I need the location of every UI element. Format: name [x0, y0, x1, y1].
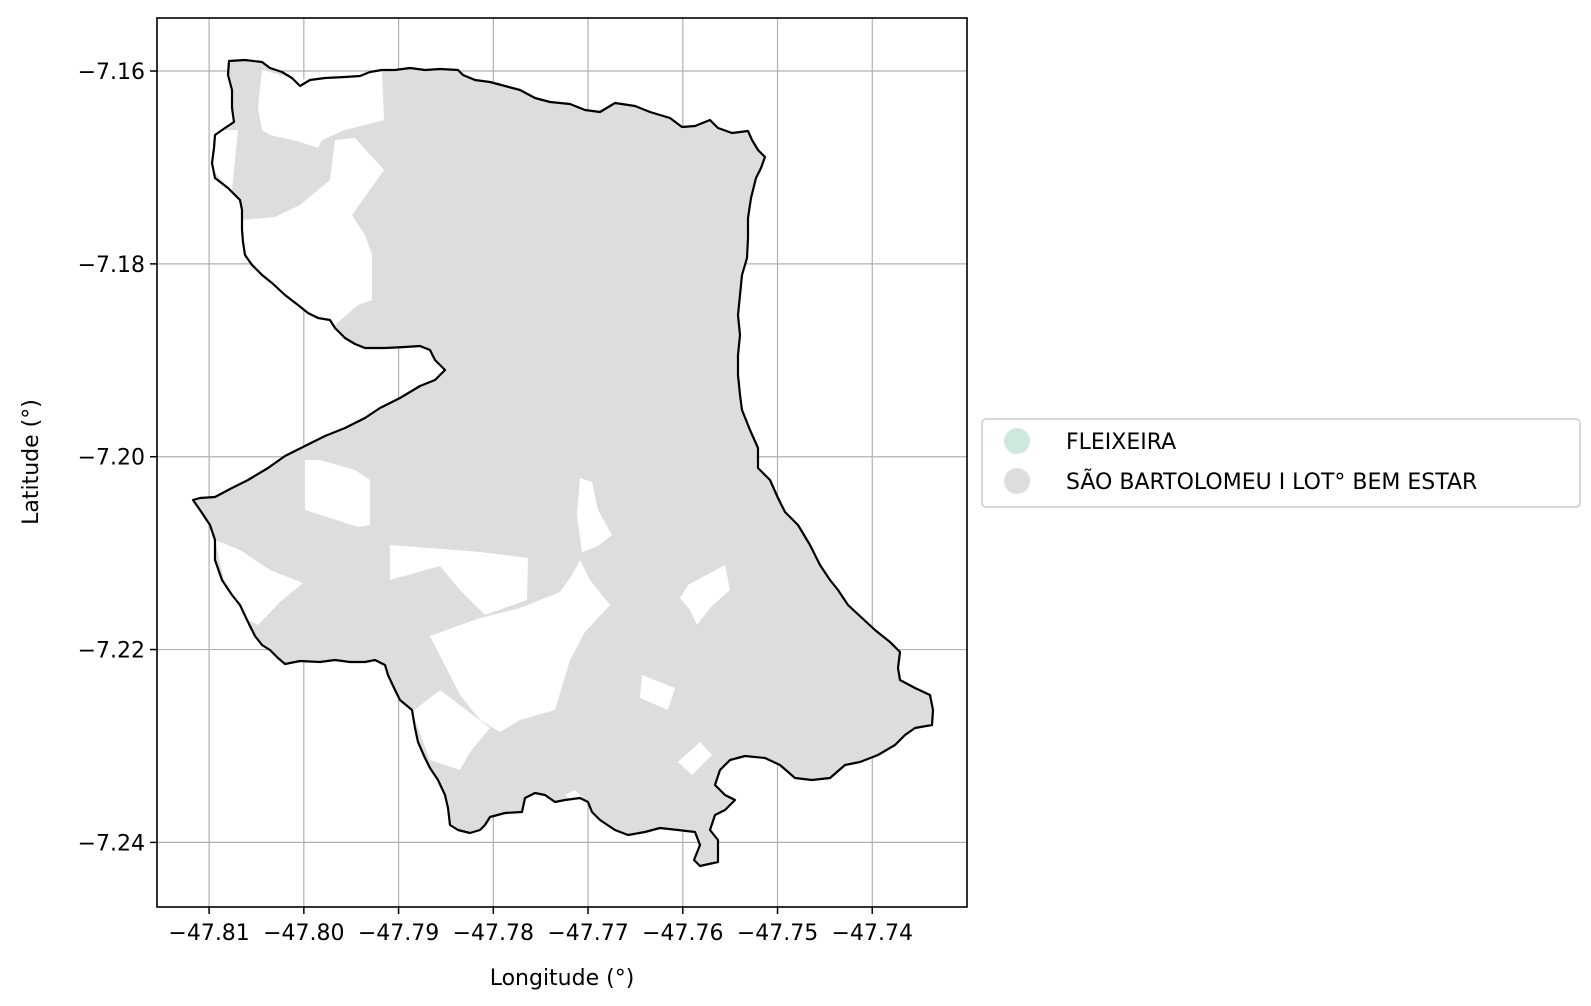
gap-parcel-c [390, 545, 528, 615]
x-tick-label: −47.74 [832, 921, 913, 946]
gap-parcel-a [305, 460, 370, 527]
x-tick-label: −47.78 [453, 921, 534, 946]
y-tick-label: −7.20 [78, 446, 145, 471]
gap-parcel-j [565, 790, 585, 805]
unmapped-gaps [213, 70, 730, 805]
legend-marker-sao-bartolomeu [1004, 468, 1030, 494]
x-tick-label: −47.79 [358, 921, 439, 946]
gap-parcel-i [678, 742, 712, 775]
gap-parcel-f [412, 690, 490, 770]
legend-label-sao-bartolomeu: SÃO BARTOLOMEU I LOT° BEM ESTAR [1066, 468, 1477, 495]
y-tick-label: −7.24 [78, 831, 145, 856]
x-tick-label: −47.81 [168, 921, 249, 946]
y-tick-label: −7.22 [78, 639, 145, 664]
y-axis-label: Latitude (°) [19, 399, 44, 525]
gap-parcel-h [640, 675, 675, 710]
y-tick-label: −7.16 [78, 60, 145, 85]
gap-north-west [258, 70, 384, 148]
x-tick-label: −47.75 [737, 921, 818, 946]
legend-marker-fleixeira [1004, 428, 1030, 454]
legend-box [981, 418, 1581, 508]
legend-label-fleixeira: FLEIXEIRA [1066, 430, 1176, 455]
y-tick-label: −7.18 [78, 253, 145, 278]
legend: FLEIXEIRA SÃO BARTOLOMEU I LOT° BEM ESTA… [981, 418, 1581, 508]
x-axis-label: Longitude (°) [490, 966, 635, 991]
x-tick-label: −47.80 [263, 921, 344, 946]
y-axis: −7.16 −7.18 −7.20 −7.22 −7.24 [78, 60, 157, 856]
gap-parcel-g [680, 565, 730, 625]
axes-frame [156, 17, 968, 908]
x-tick-label: −47.77 [547, 921, 628, 946]
gap-parcel-d [430, 560, 610, 732]
gap-parcel-e [577, 478, 612, 552]
gap-parcel-b [215, 540, 303, 625]
x-axis: −47.81 −47.80 −47.79 −47.78 −47.77 −47.76 −47.… [168, 907, 913, 946]
x-tick-label: −47.76 [642, 921, 723, 946]
map-layer [191, 58, 935, 868]
gap-west-lobe [213, 130, 384, 325]
